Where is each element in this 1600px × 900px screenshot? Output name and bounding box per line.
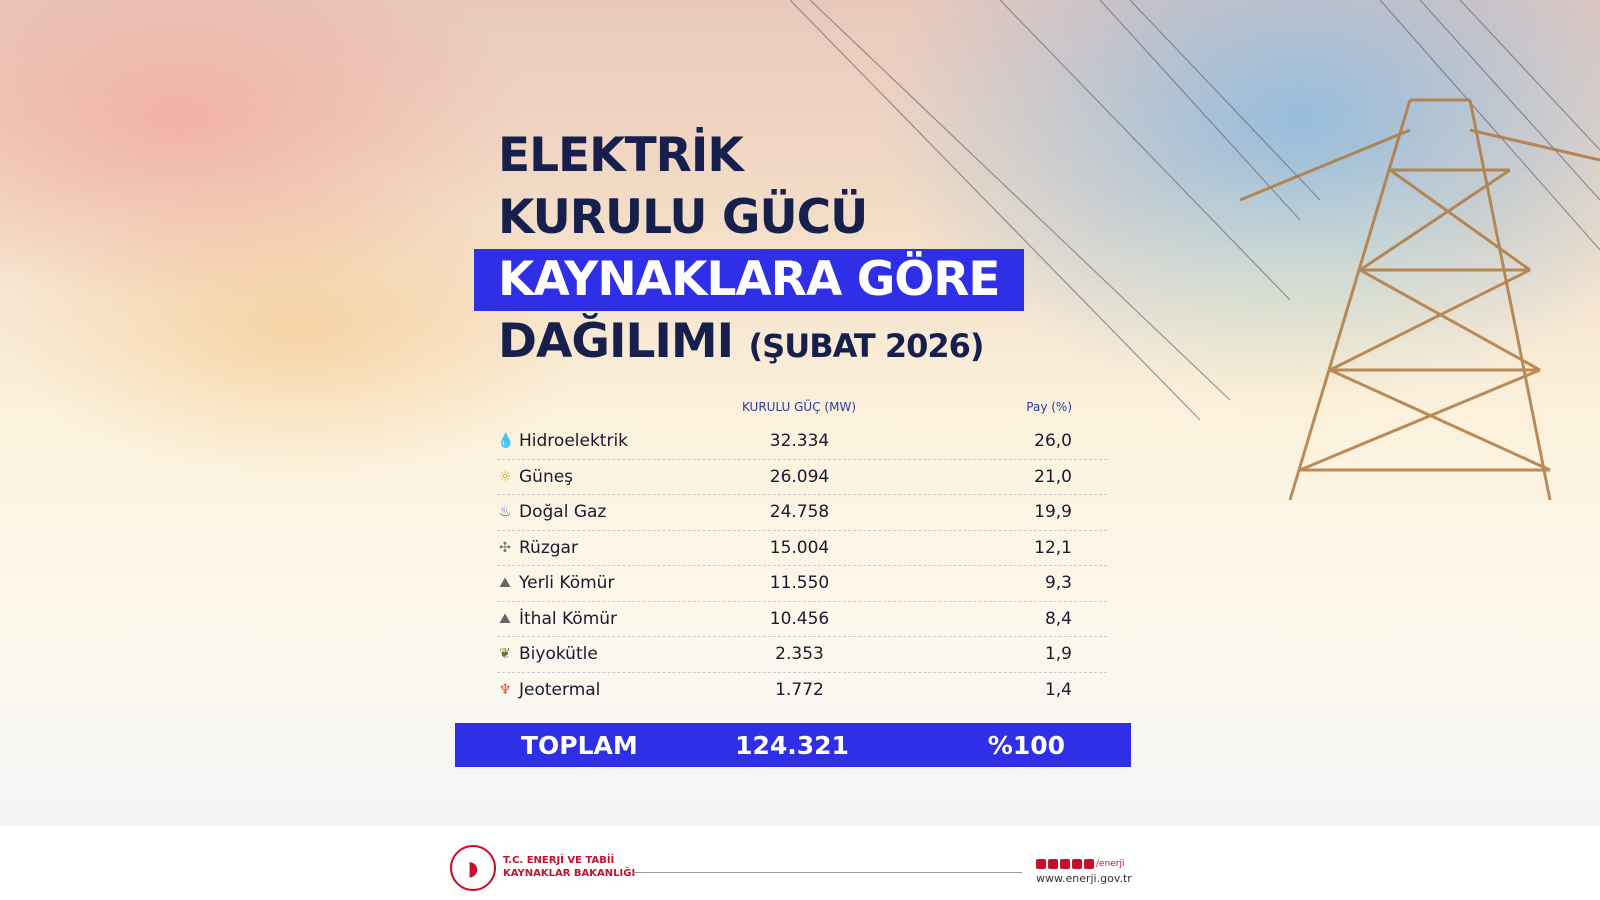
social-links: /enerji (1036, 859, 1125, 869)
x-icon[interactable] (1060, 859, 1070, 869)
source-name: Yerli Kömür (519, 573, 615, 594)
share-value: 9,3 (1044, 573, 1072, 594)
power-lines-image (789, 0, 1600, 421)
total-label: TOPLAM (521, 730, 638, 760)
instagram-icon[interactable] (1036, 859, 1046, 869)
ministry-logo: ◗ (450, 845, 496, 891)
capacity-value: 1.772 (775, 680, 824, 701)
share-value: 8,4 (1044, 608, 1072, 629)
total-row: TOPLAM 124.321 %100 (455, 723, 1131, 767)
website-link[interactable]: www.enerji.gov.tr (1036, 872, 1132, 885)
ministry-line-2: KAYNAKLAR BAKANLIĞI (503, 868, 636, 879)
source-name: İthal Kömür (519, 608, 618, 629)
transmission-tower-image (1239, 98, 1600, 501)
source-name: Doğal Gaz (519, 502, 607, 523)
capacity-value: 15.004 (769, 537, 830, 558)
share-value: 1,4 (1044, 680, 1072, 701)
gas-flame-icon: ♨ (498, 504, 512, 521)
geothermal-icon: ♆ (498, 682, 512, 699)
capacity-value: 24.758 (769, 502, 830, 523)
youtube-icon[interactable] (1072, 859, 1082, 869)
source-name: Hidroelektrik (519, 431, 629, 452)
share-value: 26,0 (1034, 431, 1072, 452)
ministry-line-1: T.C. ENERJİ VE TABİİ (503, 855, 615, 866)
title-period: (ŞUBAT 2026) (748, 327, 985, 365)
header-capacity: KURULU GÜÇ (MW) (742, 400, 856, 414)
page-title: ELEKTRİK KURULU GÜCÜ KAYNAKLARA GÖRE DAĞ… (474, 125, 1024, 377)
source-name: Biyokütle (519, 644, 598, 665)
title-line-1: ELEKTRİK (498, 128, 744, 183)
wind-turbine-icon: ✣ (499, 539, 511, 556)
capacity-value: 26.094 (769, 466, 830, 487)
source-name: Rüzgar (519, 537, 578, 558)
biomass-icon: ❦ (499, 646, 511, 663)
share-value: 21,0 (1034, 466, 1072, 487)
title-line-2: KURULU GÜCÜ (498, 190, 868, 245)
share-value: 12,1 (1034, 537, 1072, 558)
total-mw: 124.321 (735, 730, 849, 760)
title-highlight: KAYNAKLARA GÖRE (474, 249, 1024, 311)
footer-divider (632, 872, 1022, 873)
capacity-value: 11.550 (769, 573, 830, 594)
capacity-value: 32.334 (769, 431, 830, 452)
table-row: ⛰ İthal Kömür 10.456 8,4 (497, 602, 1107, 637)
table-row: 💧 Hidroelektrik 32.334 26,0 (497, 424, 1107, 460)
sun-icon: ☼ (498, 468, 512, 485)
table-row: ✣ Rüzgar 15.004 12,1 (497, 531, 1107, 566)
share-value: 1,9 (1044, 644, 1072, 665)
background-image (0, 0, 1600, 826)
table-row: ♨ Doğal Gaz 24.758 19,9 (497, 495, 1107, 531)
table-row: ☼ Güneş 26.094 21,0 (497, 460, 1107, 495)
footer (0, 826, 1600, 900)
facebook-icon[interactable] (1048, 859, 1058, 869)
total-pct: %100 (987, 730, 1065, 760)
source-name: Güneş (519, 466, 574, 487)
table-row: ⛰ Yerli Kömür 11.550 9,3 (497, 566, 1107, 602)
capacity-value: 2.353 (775, 644, 824, 665)
linkedin-icon[interactable] (1084, 859, 1094, 869)
capacity-value: 10.456 (769, 608, 830, 629)
coal-icon: ⛰ (499, 610, 511, 627)
ministry-name: T.C. ENERJİ VE TABİİ KAYNAKLAR BAKANLIĞI (503, 854, 635, 880)
header-share: Pay (%) (1026, 400, 1072, 414)
water-drop-icon: 💧 (497, 433, 515, 450)
title-line-4: DAĞILIMI (498, 314, 734, 369)
source-name: Jeotermal (519, 680, 601, 701)
capacity-table: KURULU GÜÇ (MW) Pay (%) 💧 Hidroelektrik 32… (497, 400, 1107, 708)
social-handle: /enerji (1096, 859, 1125, 869)
table-row: ♆ Jeotermal 1.772 1,4 (497, 673, 1107, 709)
coal-icon: ⛰ (499, 575, 511, 592)
table-row: ❦ Biyokütle 2.353 1,9 (497, 637, 1107, 673)
table-header: KURULU GÜÇ (MW) Pay (%) (497, 400, 1107, 424)
share-value: 19,9 (1034, 502, 1072, 523)
